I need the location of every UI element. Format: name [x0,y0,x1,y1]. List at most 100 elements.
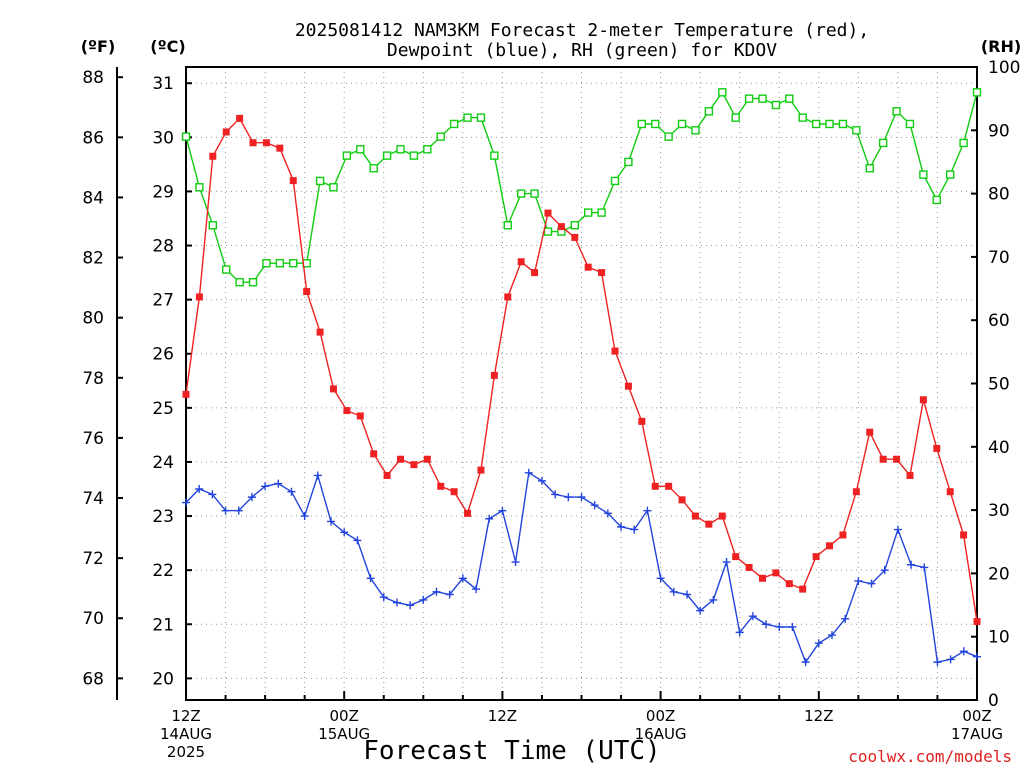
celsius-tick-label: 30 [152,128,174,148]
temperature-point [758,574,766,582]
temperature-point [799,585,807,593]
rh-point [396,145,405,154]
dewpoint-point [722,558,731,567]
celsius-tick-label: 22 [152,561,174,581]
x-tick-label: 14AUG [160,725,212,743]
dewpoint-point [603,509,612,518]
dewpoint-point [880,566,889,575]
temperature-point [343,407,351,415]
fahrenheit-tick-label: 80 [82,309,104,329]
dewpoint-point [234,506,243,515]
temperature-point [195,293,203,301]
dewpoint-point [827,631,836,640]
fahrenheit-tick-label: 70 [82,609,104,629]
temperature-point [410,461,418,469]
dewpoint-point [353,536,362,545]
rh-point [932,195,941,205]
fahrenheit-unit-label: (ºF) [81,37,116,56]
rh-point [878,138,888,148]
fahrenheit-tick-label: 78 [82,369,104,389]
fahrenheit-tick-label: 86 [82,128,104,148]
x-tick-label: 00Z [330,707,359,725]
rh-point [624,157,633,167]
temperature-point [504,293,512,301]
rh-tick-label: 10 [988,628,1010,648]
temperature-point [651,482,659,490]
temperature-point [718,512,726,520]
temperature-point [236,114,244,122]
chart-title-line2: Dewpoint (blue), RH (green) for KDOV [387,40,777,61]
celsius-tick-label: 25 [152,399,174,419]
rh-point [342,151,352,160]
rh-point [543,227,553,236]
x-tick-label: 00Z [646,707,675,725]
rh-point [825,119,834,129]
temperature-point [383,471,391,479]
temperature-point [397,455,405,463]
temperature-point [691,512,699,520]
temperature-point [182,390,190,398]
rh-point [798,113,807,122]
celsius-tick-label: 29 [152,182,174,202]
temperature-point [303,288,311,296]
temperature-series [182,114,981,626]
x-tick-label: 17AUG [951,725,1003,743]
rh-point [945,170,955,179]
rh-point [436,132,445,141]
axes: 68 70 72 74 76 78 80 82 84 86 88 20 21 22 23 24 25 26 27 28… [82,58,1020,711]
dewpoint-point [669,587,678,596]
rh-point [959,138,968,148]
dewpoint-point [735,628,744,637]
fahrenheit-tick-label: 84 [82,188,104,208]
rh-tick-label: 50 [988,375,1010,395]
dewpoint-point [511,558,520,567]
dewpoint-point [959,647,968,656]
rh-point [463,113,472,122]
dewpoint-point [327,517,336,526]
temperature-point [450,488,458,496]
temperature-point [826,542,834,550]
temperature-point [946,488,954,496]
rh-point [892,107,901,116]
temperature-point [879,455,887,463]
rh-point [664,132,673,141]
rh-point [758,94,767,103]
rh-point [356,145,365,154]
dewpoint-point [643,506,652,515]
dewpoint-point [907,560,916,569]
dewpoint-point [709,595,718,604]
dewpoint-point [366,574,375,583]
celsius-tick-label: 27 [152,291,174,311]
rh-tick-label: 80 [988,185,1010,205]
fahrenheit-tick-label: 74 [82,489,104,509]
dewpoint-point [577,493,586,502]
dewpoint-point [656,574,665,583]
rh-point [718,88,727,97]
grid-lines [186,67,977,700]
temperature-point [705,520,713,528]
rh-point [530,189,539,198]
fahrenheit-tick-label: 72 [82,549,104,569]
rh-point [222,265,231,274]
celsius-tick-label: 26 [152,345,174,365]
celsius-tick-label: 31 [152,74,174,94]
dewpoint-point [392,598,401,607]
rh-point [235,278,244,287]
x-tick-label: 2025 [167,743,205,761]
source-credit: coolwx.com/models [848,747,1012,766]
temperature-point [852,488,860,496]
dewpoint-point [748,612,757,621]
rh-tick-label: 70 [988,248,1010,268]
rh-point [382,151,392,160]
rh-point [651,119,660,129]
temperature-point [745,563,753,571]
x-tick-label: 12Z [488,707,517,725]
rh-point [771,100,781,110]
x-tick-label: 12Z [171,707,200,725]
dewpoint-point [379,593,388,602]
temperature-point [678,496,686,504]
dewpoint-point [682,590,691,599]
dewpoint-point [801,658,810,667]
